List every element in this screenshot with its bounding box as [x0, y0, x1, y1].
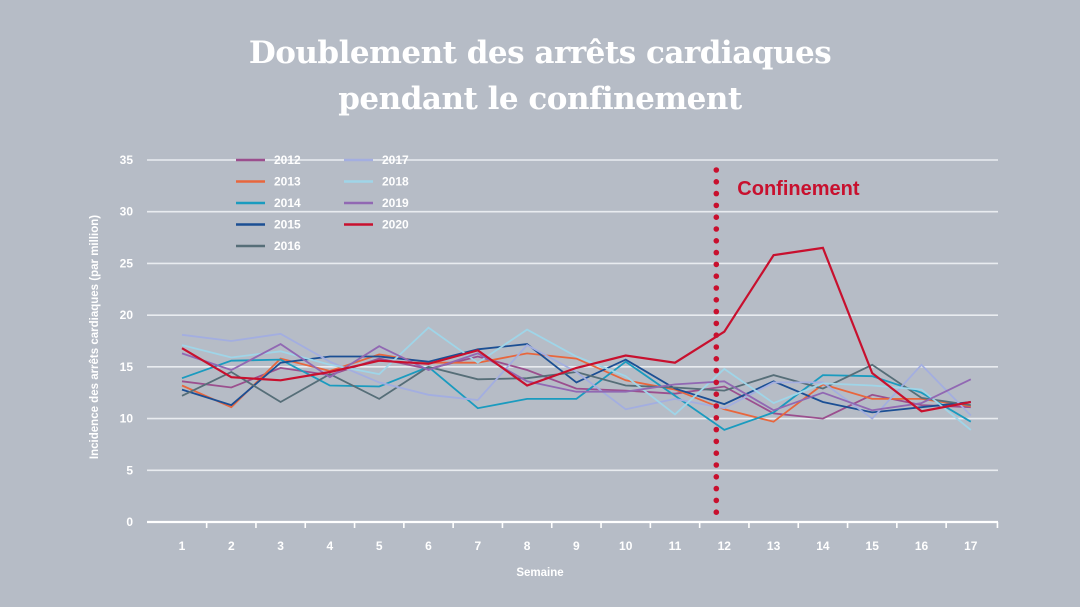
confinement-line-dot [713, 226, 720, 232]
x-tick-label: 4 [327, 539, 334, 553]
confinement-line-dot [713, 332, 720, 339]
confinement-line-dot [713, 462, 720, 468]
y-tick-label: 5 [126, 463, 133, 477]
confinement-line-dot [713, 379, 720, 386]
gridlines [147, 159, 998, 472]
series-line-2014 [181, 358, 972, 431]
confinement-label: Confinement [737, 178, 860, 200]
confinement-line-dot [713, 509, 720, 515]
x-tick-label: 12 [718, 539, 732, 553]
y-tick-label: 10 [120, 412, 134, 426]
legend-label: 2018 [382, 175, 409, 189]
series-line-2013 [181, 352, 971, 423]
legend-label: 2016 [274, 239, 301, 253]
x-tick-label: 1 [179, 539, 186, 553]
x-tick-label: 8 [524, 539, 531, 553]
legend-label: 2015 [274, 218, 301, 232]
legend-item-2016: 2016 [236, 239, 301, 253]
x-tick-label: 9 [573, 539, 580, 553]
y-tick-label: 15 [120, 360, 134, 374]
confinement-line-dot [713, 450, 720, 457]
x-tick-label: 14 [816, 539, 830, 553]
chart-title: Doublement des arrêts cardiaques pendant… [0, 30, 1080, 122]
y-tick-label: 20 [120, 308, 134, 322]
confinement-line-dot [713, 403, 720, 409]
y-tick-label: 35 [120, 153, 134, 167]
confinement-line-dot [713, 261, 720, 268]
series-line-2017 [181, 332, 972, 420]
confinement-line-dot [713, 415, 720, 421]
confinement-line-dot [713, 320, 720, 327]
x-tick-label: 3 [277, 539, 284, 553]
confinement-line-dot [713, 497, 720, 504]
legend-item-2018: 2018 [344, 175, 409, 189]
legend-label: 2014 [274, 196, 301, 210]
legend: 2012 2013 2014 2015 2016 2017 2018 2019 2020 [236, 153, 409, 253]
series-line-2018 [181, 326, 972, 431]
confinement-line-dot [713, 167, 720, 173]
x-tick-label: 13 [767, 539, 781, 553]
series-line-2015 [181, 343, 971, 414]
x-tick-label: 17 [964, 539, 978, 553]
chart-title-line-2: pendant le confinement [338, 81, 742, 117]
series-line-2019 [181, 343, 972, 412]
legend-label: 2017 [382, 153, 409, 167]
confinement-line-dot [713, 285, 720, 291]
confinement-line-dot [713, 438, 720, 445]
x-axis: 1 2 3 4 5 6 7 8 9 10 11 12 13 14 15 16 17 [147, 520, 999, 553]
x-tick-label: 6 [425, 539, 432, 553]
confinement-line-dot [713, 214, 720, 220]
confinement-line-dot [713, 474, 720, 480]
y-axis-title: Incidence des arrêts cardiaques (par mil… [89, 215, 101, 459]
series-line-2012 [181, 355, 971, 420]
x-tick-label: 10 [619, 539, 633, 553]
y-axis: 0 5 10 15 20 25 30 35 [120, 153, 134, 529]
legend-item-2013: 2013 [236, 175, 301, 189]
confinement-line-dot [713, 485, 720, 492]
legend-label: 2012 [274, 153, 301, 167]
confinement-line-dot [713, 190, 720, 197]
legend-item-2019: 2019 [344, 196, 409, 210]
legend-item-2015: 2015 [236, 218, 301, 232]
confinement-line-dot [713, 238, 720, 244]
x-tick-label: 2 [228, 539, 235, 553]
confinement-line-dot [713, 426, 720, 433]
legend-label: 2013 [274, 175, 301, 189]
confinement-line-dot [713, 308, 720, 315]
confinement-annotation: Confinement [713, 167, 860, 515]
legend-label: 2019 [382, 196, 409, 210]
x-tick-label: 16 [915, 539, 929, 553]
y-tick-label: 30 [120, 205, 134, 219]
y-tick-label: 25 [120, 256, 134, 270]
x-tick-label: 5 [376, 539, 383, 553]
confinement-line-dot [713, 202, 720, 209]
x-tick-label: 7 [474, 539, 481, 553]
confinement-line-dot [713, 273, 720, 280]
confinement-line-dot [713, 391, 720, 398]
legend-item-2012: 2012 [236, 153, 301, 167]
x-axis-title: Semaine [516, 567, 563, 579]
legend-item-2014: 2014 [236, 196, 301, 210]
confinement-line-dot [713, 297, 720, 303]
chart-title-line-1: Doublement des arrêts cardiaques [248, 35, 832, 71]
confinement-line-dot [713, 179, 720, 185]
x-tick-label: 15 [866, 539, 880, 553]
y-tick-label: 0 [126, 515, 133, 529]
confinement-line-dot [713, 249, 720, 256]
legend-item-2017: 2017 [344, 153, 409, 167]
legend-label: 2020 [382, 218, 409, 232]
series-line-2020 [181, 246, 972, 413]
legend-item-2020: 2020 [344, 218, 409, 232]
confinement-line-dot [713, 367, 720, 374]
confinement-line-dot [713, 356, 720, 362]
x-tick-label: 11 [669, 539, 682, 553]
confinement-line-dot [713, 344, 720, 350]
series-lines [181, 246, 972, 431]
